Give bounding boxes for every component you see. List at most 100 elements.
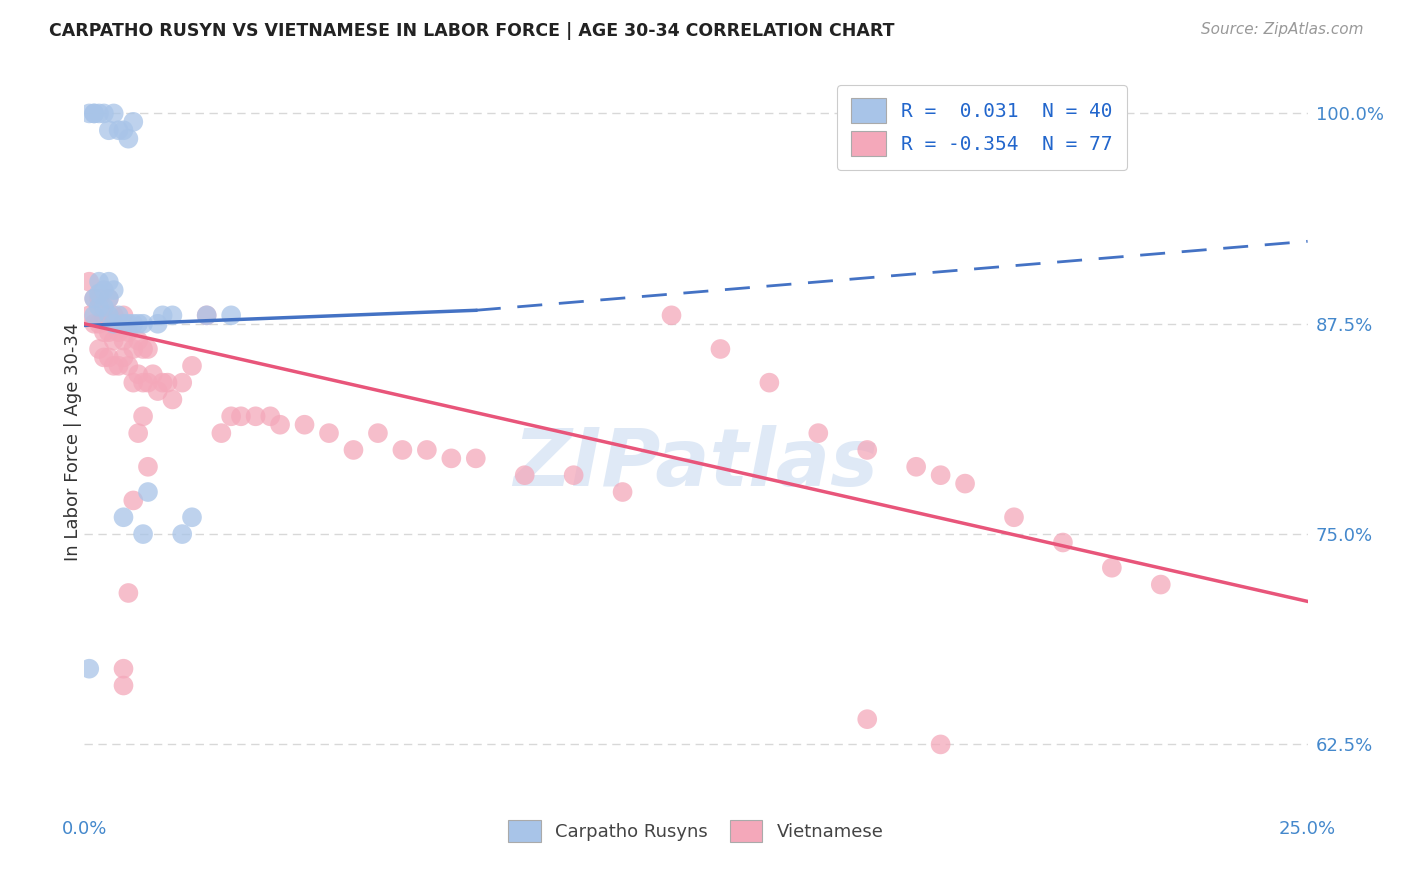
Point <box>195 309 218 323</box>
Point <box>87 286 110 301</box>
Point <box>87 342 110 356</box>
Point <box>136 485 159 500</box>
Point <box>97 309 120 323</box>
Point <box>117 586 139 600</box>
Point <box>136 342 159 356</box>
Point <box>97 351 120 365</box>
Point <box>97 275 120 289</box>
Point <box>83 106 105 120</box>
Point <box>132 376 155 390</box>
Point <box>107 123 129 137</box>
Point <box>93 300 115 314</box>
Point <box>87 317 110 331</box>
Point <box>103 283 125 297</box>
Point <box>97 292 120 306</box>
Point <box>103 106 125 120</box>
Point <box>83 292 105 306</box>
Point <box>209 426 232 441</box>
Point <box>929 738 952 752</box>
Point <box>112 351 135 365</box>
Point <box>132 527 155 541</box>
Point <box>758 376 780 390</box>
Point <box>77 275 100 289</box>
Point <box>181 359 204 373</box>
Point <box>77 309 100 323</box>
Point <box>87 275 110 289</box>
Point <box>112 334 135 348</box>
Text: ZIPatlas: ZIPatlas <box>513 425 879 503</box>
Point <box>856 712 879 726</box>
Point <box>219 409 242 424</box>
Point <box>122 317 145 331</box>
Point <box>146 317 169 331</box>
Point <box>97 123 120 137</box>
Point <box>93 309 115 323</box>
Point <box>103 317 125 331</box>
Point <box>661 309 683 323</box>
Point <box>112 317 135 331</box>
Point <box>146 384 169 398</box>
Point <box>929 468 952 483</box>
Point <box>464 451 486 466</box>
Point <box>259 409 281 424</box>
Point <box>93 106 115 120</box>
Point <box>416 442 439 457</box>
Point <box>269 417 291 432</box>
Point <box>83 309 105 323</box>
Point <box>953 476 976 491</box>
Point <box>807 426 830 441</box>
Point <box>1150 577 1173 591</box>
Point <box>132 409 155 424</box>
Point <box>77 106 100 120</box>
Point <box>112 510 135 524</box>
Point <box>229 409 252 424</box>
Point <box>152 309 174 323</box>
Point <box>97 292 120 306</box>
Point <box>103 309 125 323</box>
Point <box>107 325 129 339</box>
Point <box>245 409 267 424</box>
Point <box>709 342 731 356</box>
Point <box>83 317 105 331</box>
Point <box>93 283 115 297</box>
Text: Source: ZipAtlas.com: Source: ZipAtlas.com <box>1201 22 1364 37</box>
Point <box>342 442 364 457</box>
Point <box>513 468 536 483</box>
Point <box>87 292 110 306</box>
Point <box>112 679 135 693</box>
Point <box>136 459 159 474</box>
Point <box>181 510 204 524</box>
Point <box>107 359 129 373</box>
Point <box>107 309 129 323</box>
Point <box>93 351 115 365</box>
Legend: Carpatho Rusyns, Vietnamese: Carpatho Rusyns, Vietnamese <box>499 811 893 851</box>
Point <box>117 131 139 145</box>
Point <box>127 334 149 348</box>
Point <box>93 325 115 339</box>
Point <box>136 376 159 390</box>
Point <box>1101 560 1123 574</box>
Y-axis label: In Labor Force | Age 30-34: In Labor Force | Age 30-34 <box>65 322 82 561</box>
Point <box>132 317 155 331</box>
Point <box>1052 535 1074 549</box>
Point <box>122 342 145 356</box>
Point <box>612 485 634 500</box>
Point <box>156 376 179 390</box>
Point <box>117 359 139 373</box>
Point <box>142 368 165 382</box>
Point <box>112 662 135 676</box>
Point <box>391 442 413 457</box>
Point <box>122 376 145 390</box>
Point <box>172 527 194 541</box>
Point <box>440 451 463 466</box>
Point <box>1002 510 1025 524</box>
Point <box>77 662 100 676</box>
Point <box>122 115 145 129</box>
Point <box>87 106 110 120</box>
Point <box>318 426 340 441</box>
Point <box>83 106 105 120</box>
Point <box>127 317 149 331</box>
Point <box>219 309 242 323</box>
Point <box>117 325 139 339</box>
Point <box>367 426 389 441</box>
